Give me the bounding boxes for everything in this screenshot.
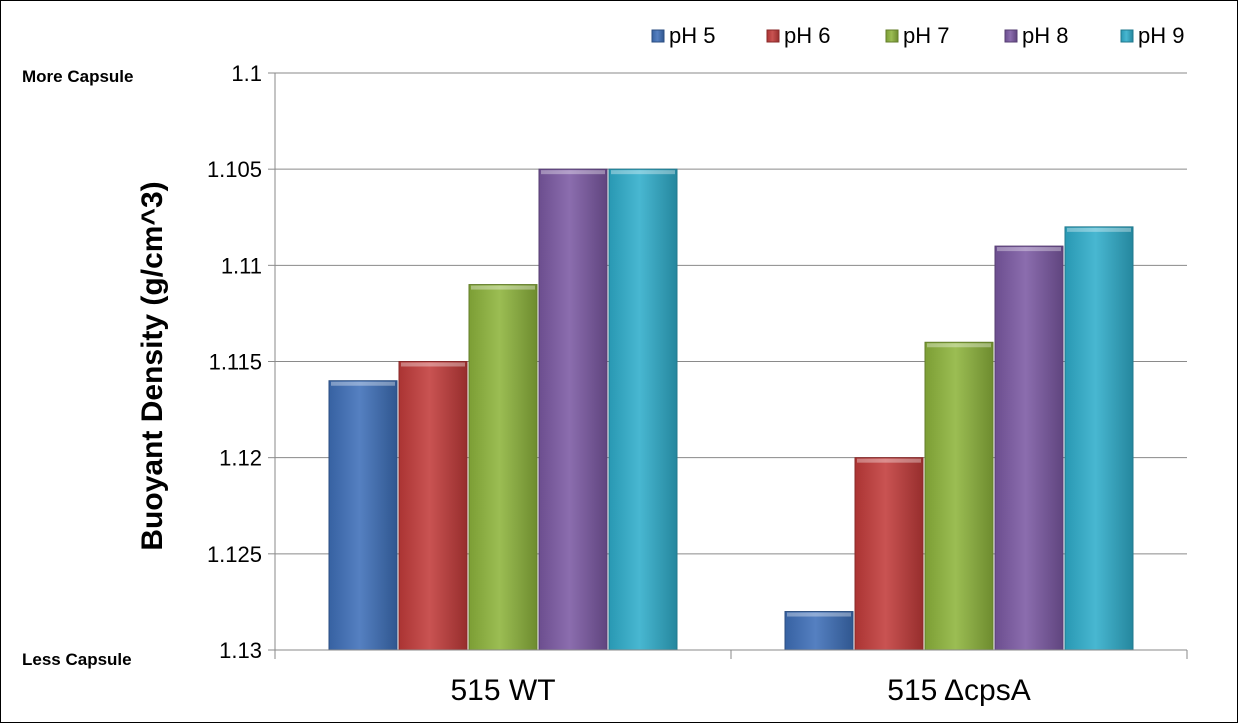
y-tick-label: 1.1: [231, 61, 262, 86]
bar-ph9-1: [1064, 226, 1134, 651]
bar-ph8-0: [538, 168, 608, 651]
y-tick-label: 1.115: [209, 350, 262, 375]
bar-highlight: [401, 362, 465, 367]
bar-highlight: [541, 170, 605, 175]
bar-ph5-1: [784, 611, 854, 651]
legend: pH 5 pH 6 pH 7 pH 8 pH 9: [651, 23, 1184, 48]
bar-ph8-1: [994, 245, 1064, 651]
bar-highlight: [1067, 227, 1131, 232]
bar-highlight: [787, 612, 851, 617]
bar-highlight: [331, 381, 395, 386]
legend-swatch: [885, 29, 899, 43]
bar-ph6-1: [854, 457, 924, 651]
bars: [328, 168, 1134, 651]
bar-highlight: [927, 343, 991, 348]
y-tick-label: 1.125: [207, 542, 262, 567]
y-tick-label: 1.13: [219, 638, 262, 663]
y-tick-label: 1.105: [207, 157, 262, 182]
legend-swatch: [1120, 29, 1134, 43]
y-tick-label: 1.12: [219, 446, 262, 471]
bar-highlight: [471, 285, 535, 290]
bar-ph9-0: [608, 168, 678, 651]
y-axis-title: Buoyant Density (g/cm^3): [136, 181, 169, 550]
x-category-label: 515 ΔcpsA: [887, 674, 1030, 707]
legend-label: pH 6: [784, 23, 830, 48]
bar-ph5-0: [328, 380, 398, 651]
bar-highlight: [997, 247, 1061, 252]
legend-label: pH 7: [903, 23, 949, 48]
bar-highlight: [611, 170, 675, 175]
legend-label: pH 9: [1138, 23, 1184, 48]
bar-ph7-0: [468, 284, 538, 651]
bar-ph7-1: [924, 341, 994, 651]
labels: 1.1 1.105 1.11 1.115 1.12 1.125 1.13 515 WT 515 …: [22, 61, 1031, 707]
bar-highlight: [857, 458, 921, 463]
legend-swatch: [1004, 29, 1018, 43]
bar-ph6-0: [398, 361, 468, 651]
legend-label: pH 8: [1022, 23, 1068, 48]
annotation-more-capsule: More Capsule: [22, 67, 133, 86]
x-category-label: 515 WT: [450, 674, 555, 707]
annotation-less-capsule: Less Capsule: [22, 650, 132, 669]
legend-swatch: [651, 29, 665, 43]
axes: [268, 72, 1188, 659]
legend-swatch: [766, 29, 780, 43]
y-tick-label: 1.11: [221, 253, 262, 278]
legend-label: pH 5: [669, 23, 715, 48]
